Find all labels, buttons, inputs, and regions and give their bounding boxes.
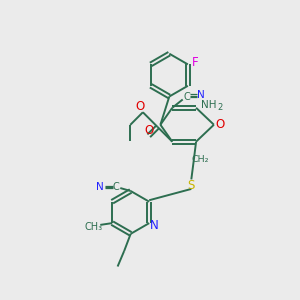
Text: O: O: [216, 118, 225, 131]
Text: F: F: [192, 56, 199, 69]
Text: 2: 2: [218, 103, 223, 112]
Text: O: O: [136, 100, 145, 113]
Text: N: N: [97, 182, 104, 192]
Text: N: N: [197, 90, 204, 100]
Text: CH₃: CH₃: [85, 222, 103, 232]
Text: CH₂: CH₂: [191, 155, 209, 164]
Text: C: C: [183, 92, 190, 101]
Text: N: N: [150, 219, 159, 232]
Text: O: O: [144, 124, 153, 137]
Text: C: C: [112, 182, 119, 192]
Text: NH: NH: [201, 100, 216, 110]
Text: S: S: [188, 179, 195, 192]
